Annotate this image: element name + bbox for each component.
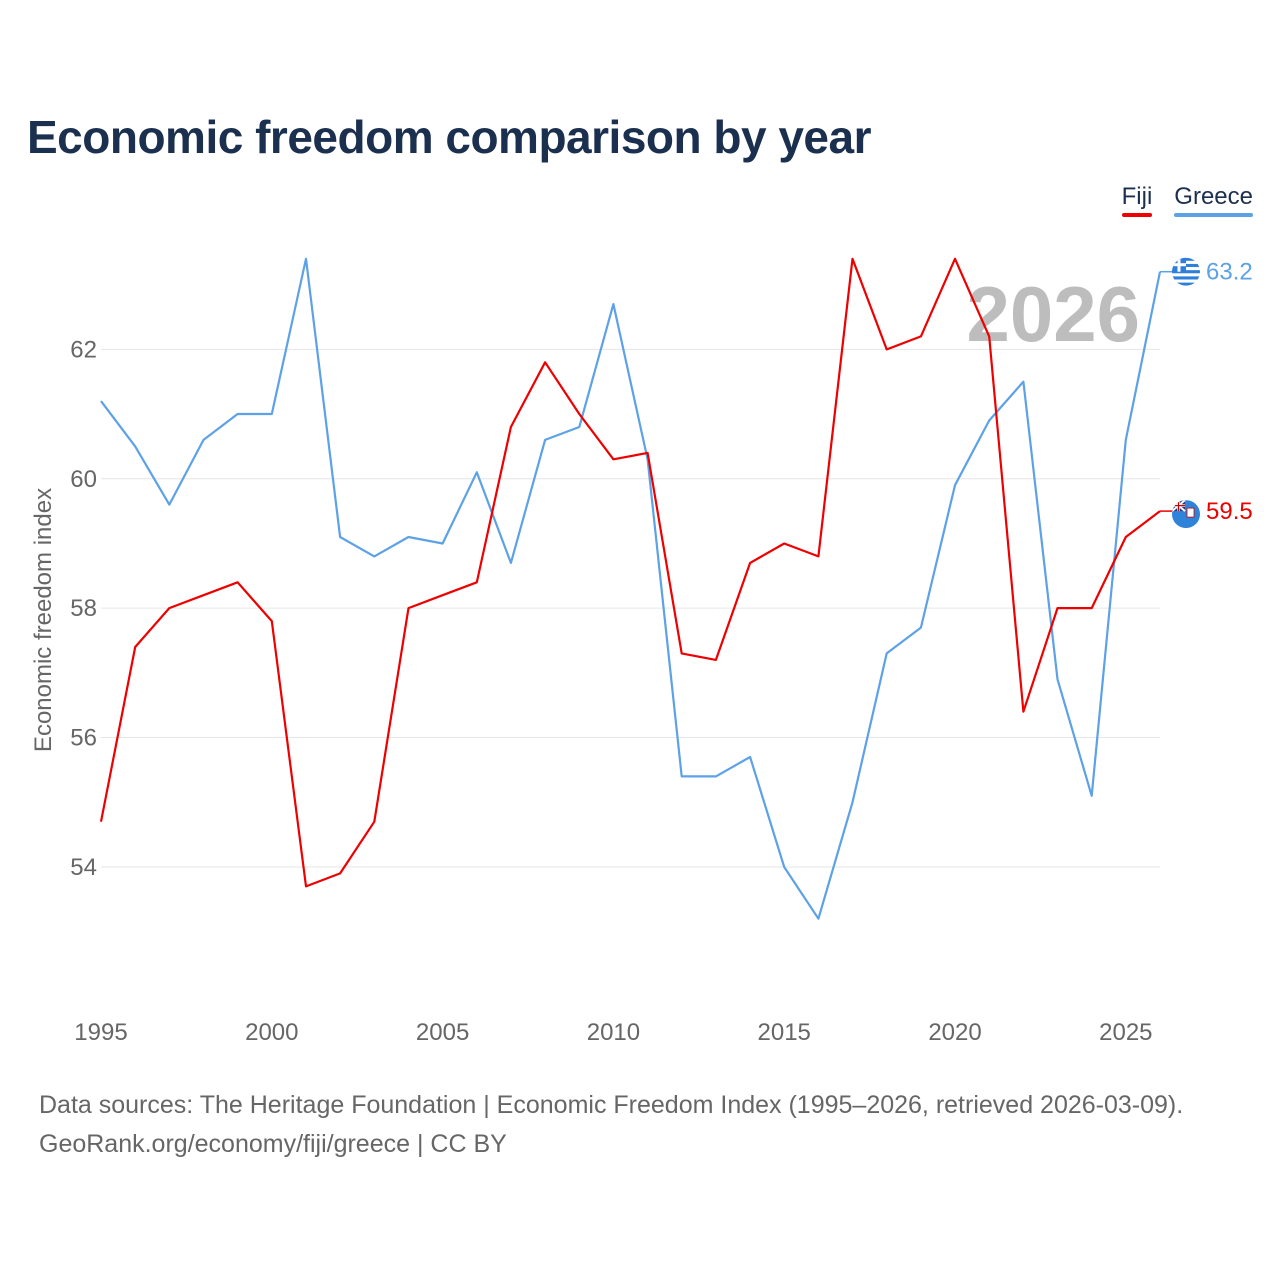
y-tick-label: 58 (70, 595, 97, 622)
y-tick-label: 56 (70, 725, 97, 752)
license-text: | CC BY (410, 1130, 507, 1158)
legend-label-greece: Greece (1174, 183, 1253, 210)
y-tick-label: 62 (70, 336, 97, 363)
y-axis-label: Economic freedom index (30, 488, 57, 752)
legend-swatch-fiji (1121, 213, 1153, 217)
chart-title: Economic freedom comparison by year (27, 111, 872, 163)
legend: Fiji Greece (1121, 183, 1253, 217)
source-line-2: GeoRank.org/economy/fiji/greece | CC BY (39, 1125, 1183, 1164)
greece-flag-icon (1172, 257, 1200, 286)
x-tick-label: 2015 (758, 1019, 811, 1046)
legend-item-greece[interactable]: Greece (1174, 183, 1253, 217)
series-line-greece[interactable] (100, 257, 1162, 920)
x-tick-label: 2005 (416, 1019, 469, 1046)
x-tick-label: 2010 (587, 1019, 640, 1046)
fiji-flag-icon (1172, 500, 1200, 529)
x-tick-label: 2000 (245, 1019, 298, 1046)
end-value-label: 59.5 (1206, 498, 1253, 525)
legend-swatch-greece (1174, 213, 1253, 217)
legend-label-fiji: Fiji (1121, 183, 1153, 210)
y-tick-label: 60 (70, 466, 97, 493)
x-tick-label: 2020 (928, 1019, 981, 1046)
x-tick-label: 2025 (1099, 1019, 1152, 1046)
series-line-fiji[interactable] (99, 257, 1161, 888)
source-line-1: Data sources: The Heritage Foundation | … (39, 1091, 1184, 1119)
end-value-label: 63.2 (1206, 259, 1253, 286)
legend-item-fiji[interactable]: Fiji (1121, 183, 1153, 217)
x-tick-label: 1995 (74, 1019, 127, 1046)
year-watermark: 2026 (966, 270, 1140, 358)
source-link[interactable]: GeoRank.org/economy/fiji/greece (39, 1130, 411, 1158)
y-tick-label: 54 (70, 854, 97, 881)
source-note: Data sources: The Heritage Foundation | … (39, 1086, 1183, 1164)
